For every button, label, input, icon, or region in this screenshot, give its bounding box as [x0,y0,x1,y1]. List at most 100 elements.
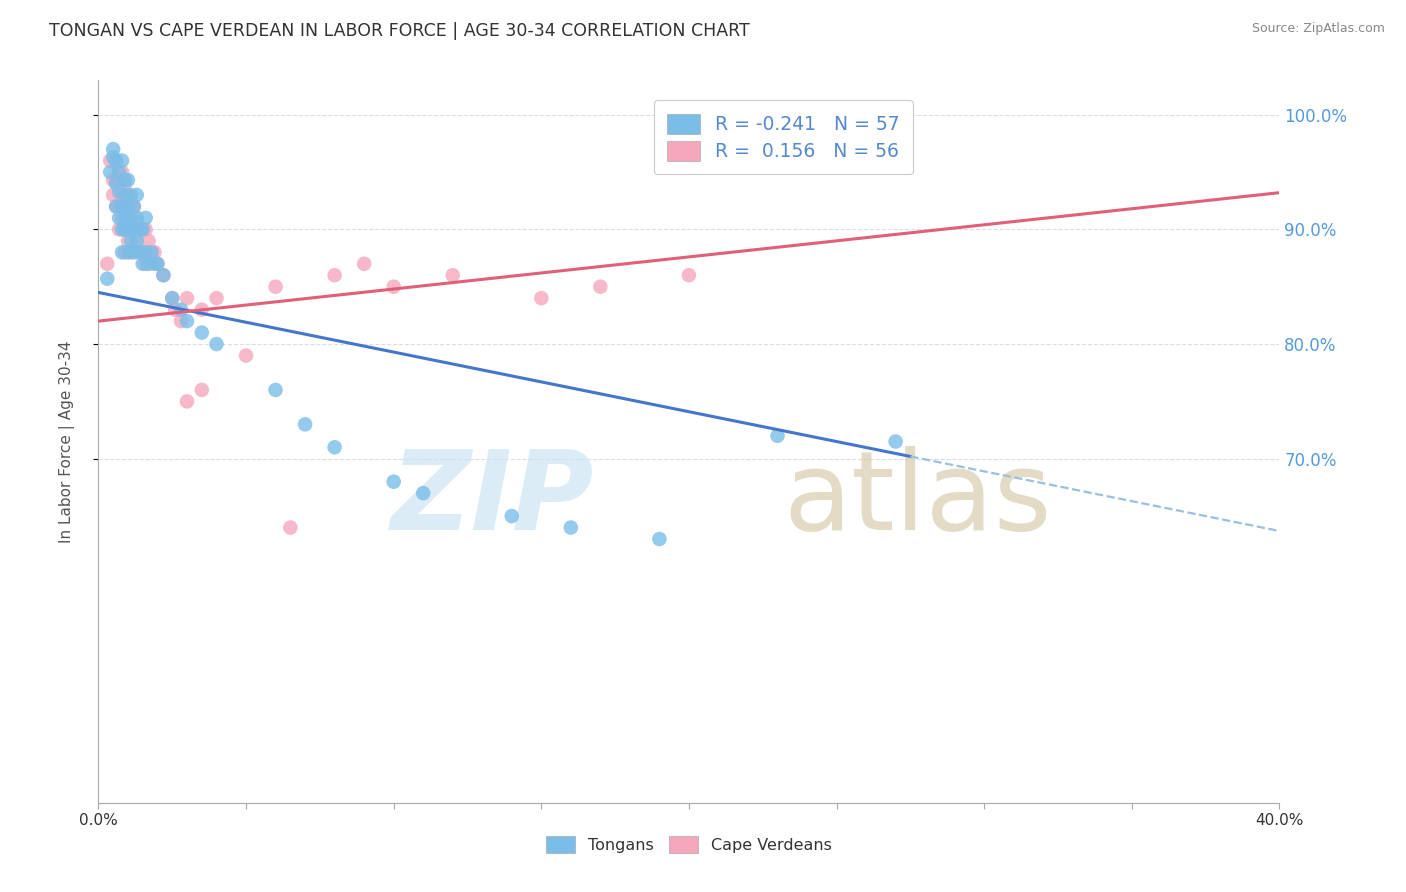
Point [117,211,139,225]
Y-axis label: In Labor Force | Age 30-34: In Labor Force | Age 30-34 [59,340,75,543]
Point [103,188,125,202]
Point [176,291,198,305]
Point [111,245,134,260]
Point [143,245,166,260]
Point [170,314,193,328]
Point [264,279,287,293]
Point [103,142,125,156]
Point [441,268,464,283]
Point [141,245,163,260]
Point [114,222,136,236]
Point [105,199,128,213]
Point [176,314,198,328]
Point [103,150,125,164]
Point [128,222,150,236]
Point [132,222,155,236]
Point [135,257,157,271]
Point [117,245,139,260]
Point [120,188,142,202]
Point [165,302,187,317]
Point [235,349,257,363]
Point [152,268,174,283]
Point [111,222,134,236]
Point [138,257,160,271]
Point [125,234,148,248]
Point [120,222,142,236]
Point [766,429,789,443]
Text: ZIP: ZIP [391,446,595,553]
Point [323,440,346,454]
Text: atlas: atlas [783,446,1052,553]
Point [132,245,155,260]
Point [98,153,121,168]
Point [111,199,134,213]
Point [128,245,150,260]
Point [114,177,136,191]
Point [120,199,142,213]
Point [108,199,131,213]
Point [143,257,166,271]
Point [146,257,169,271]
Point [114,199,136,213]
Point [122,199,145,213]
Point [146,257,169,271]
Point [114,173,136,187]
Point [111,165,134,179]
Point [117,173,139,187]
Point [114,222,136,236]
Point [264,383,287,397]
Point [108,173,131,187]
Point [353,257,375,271]
Point [120,245,142,260]
Text: TONGAN VS CAPE VERDEAN IN LABOR FORCE | AGE 30-34 CORRELATION CHART: TONGAN VS CAPE VERDEAN IN LABOR FORCE | … [49,22,749,40]
Point [117,199,139,213]
Point [132,257,155,271]
Point [96,257,118,271]
Point [170,302,193,317]
Point [205,337,228,351]
Point [162,291,183,305]
Point [382,475,405,489]
Point [132,222,155,236]
Point [105,157,128,171]
Point [108,222,131,236]
Point [135,222,157,236]
Point [412,486,434,500]
Point [191,383,214,397]
Point [120,234,142,248]
Point [117,188,139,202]
Point [114,245,136,260]
Point [105,173,128,187]
Point [122,222,145,236]
Point [117,222,139,236]
Point [138,234,160,248]
Point [125,188,148,202]
Point [125,211,148,225]
Point [678,268,700,283]
Point [128,222,150,236]
Point [105,177,128,191]
Point [205,291,228,305]
Point [108,185,131,199]
Text: Source: ZipAtlas.com: Source: ZipAtlas.com [1251,22,1385,36]
Point [96,271,118,285]
Point [105,199,128,213]
Point [122,245,145,260]
Point [648,532,671,546]
Point [589,279,612,293]
Point [191,302,214,317]
Point [294,417,316,432]
Point [122,199,145,213]
Point [128,245,150,260]
Legend: Tongans, Cape Verdeans: Tongans, Cape Verdeans [540,830,838,860]
Point [117,234,139,248]
Point [111,211,134,225]
Point [152,268,174,283]
Point [141,245,163,260]
Point [108,165,131,179]
Point [323,268,346,283]
Point [191,326,214,340]
Point [111,153,134,168]
Point [108,211,131,225]
Point [114,188,136,202]
